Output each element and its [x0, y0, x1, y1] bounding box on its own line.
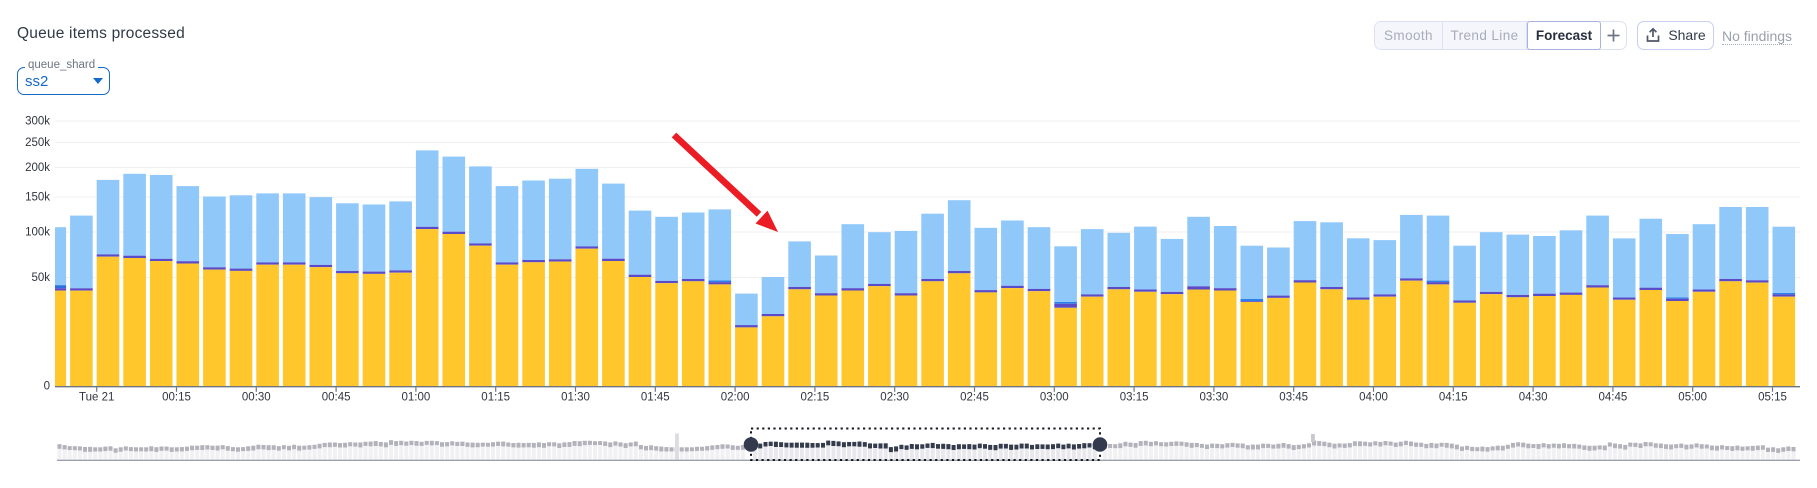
svg-text:00:15: 00:15 [162, 392, 191, 404]
svg-text:00:30: 00:30 [242, 392, 271, 404]
svg-text:02:15: 02:15 [801, 392, 830, 404]
svg-text:01:15: 01:15 [481, 392, 510, 404]
svg-text:05:00: 05:00 [1678, 392, 1707, 404]
svg-text:03:30: 03:30 [1200, 392, 1229, 404]
svg-text:03:15: 03:15 [1120, 392, 1149, 404]
svg-text:05:15: 05:15 [1758, 392, 1787, 404]
svg-text:01:00: 01:00 [402, 392, 431, 404]
svg-text:250k: 250k [25, 137, 50, 149]
svg-text:150k: 150k [25, 192, 50, 204]
svg-text:Tue 21: Tue 21 [79, 392, 114, 404]
svg-text:02:30: 02:30 [880, 392, 909, 404]
svg-text:300k: 300k [25, 116, 50, 128]
svg-text:0: 0 [44, 381, 50, 393]
svg-text:100k: 100k [25, 227, 50, 239]
svg-text:04:15: 04:15 [1439, 392, 1468, 404]
svg-text:03:45: 03:45 [1279, 392, 1308, 404]
svg-text:04:00: 04:00 [1359, 392, 1388, 404]
svg-text:04:30: 04:30 [1519, 392, 1548, 404]
svg-text:02:00: 02:00 [721, 392, 750, 404]
svg-text:01:45: 01:45 [641, 392, 670, 404]
svg-text:03:00: 03:00 [1040, 392, 1069, 404]
svg-text:04:45: 04:45 [1599, 392, 1628, 404]
svg-text:01:30: 01:30 [561, 392, 590, 404]
svg-text:50k: 50k [31, 272, 50, 284]
svg-text:00:45: 00:45 [322, 392, 351, 404]
svg-text:200k: 200k [25, 162, 50, 174]
svg-text:02:45: 02:45 [960, 392, 989, 404]
